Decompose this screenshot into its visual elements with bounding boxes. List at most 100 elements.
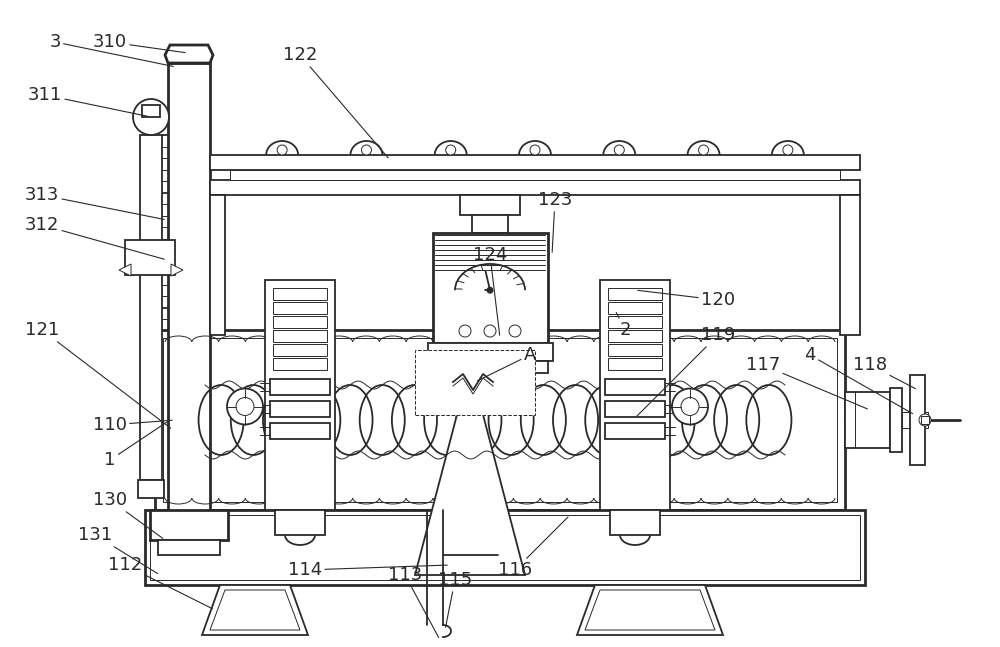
Bar (273, 302, 327, 314)
Bar (273, 288, 327, 300)
Circle shape (236, 397, 254, 415)
Circle shape (905, 410, 925, 430)
Bar (600, 280, 670, 510)
Bar (921, 416, 929, 424)
Circle shape (530, 145, 540, 155)
Text: 131: 131 (78, 526, 158, 573)
Text: 123: 123 (538, 191, 572, 252)
Text: 1: 1 (104, 422, 168, 469)
Bar (460, 195, 520, 215)
Bar (605, 423, 665, 439)
Circle shape (487, 287, 493, 293)
Text: 118: 118 (853, 356, 916, 389)
Bar (273, 330, 327, 342)
Circle shape (446, 145, 456, 155)
Text: 310: 310 (93, 33, 185, 52)
Bar (845, 392, 890, 448)
Text: 114: 114 (288, 561, 447, 579)
Polygon shape (119, 264, 131, 276)
Bar (265, 280, 335, 510)
Circle shape (919, 414, 931, 426)
Bar (605, 379, 665, 395)
Bar (230, 170, 840, 180)
Bar (210, 180, 860, 195)
Bar (910, 375, 925, 465)
Text: 3: 3 (49, 33, 173, 67)
Circle shape (509, 325, 521, 337)
Polygon shape (210, 590, 300, 630)
Bar (605, 401, 665, 417)
Text: 130: 130 (93, 491, 163, 538)
Text: 122: 122 (283, 46, 388, 158)
Bar (142, 105, 160, 117)
Circle shape (277, 145, 287, 155)
Bar (608, 316, 662, 328)
Circle shape (699, 145, 709, 155)
Text: 112: 112 (108, 556, 213, 609)
Circle shape (681, 397, 699, 415)
Text: 115: 115 (438, 571, 472, 628)
Bar (890, 388, 902, 452)
Bar (273, 358, 327, 370)
Circle shape (484, 325, 496, 337)
Bar (270, 379, 330, 395)
Circle shape (361, 145, 371, 155)
Circle shape (459, 325, 471, 337)
Polygon shape (577, 585, 723, 635)
Bar (270, 423, 330, 439)
Text: 119: 119 (637, 326, 735, 416)
Bar (155, 330, 845, 510)
Text: 110: 110 (93, 416, 172, 434)
Text: 120: 120 (638, 291, 735, 309)
Bar (275, 510, 325, 535)
Bar (433, 361, 548, 373)
Bar (150, 515, 860, 580)
Circle shape (227, 388, 263, 424)
Text: 124: 124 (473, 246, 507, 335)
Bar (273, 316, 327, 328)
Bar (140, 135, 162, 480)
Text: 121: 121 (25, 321, 171, 428)
Polygon shape (202, 585, 308, 635)
Text: A: A (477, 346, 536, 381)
Bar (210, 155, 860, 170)
Polygon shape (171, 264, 183, 276)
Bar (608, 302, 662, 314)
Polygon shape (585, 590, 715, 630)
Text: 312: 312 (25, 216, 164, 259)
Polygon shape (415, 365, 525, 575)
Bar (158, 540, 220, 555)
Bar (472, 215, 508, 233)
Bar (840, 195, 860, 335)
Bar (433, 233, 548, 343)
Text: 311: 311 (28, 86, 148, 116)
Bar (138, 480, 164, 498)
Bar (428, 343, 553, 361)
Bar (150, 510, 228, 540)
Bar (168, 63, 210, 540)
Bar (608, 288, 662, 300)
Bar (608, 344, 662, 356)
Text: 4: 4 (804, 346, 913, 413)
Circle shape (133, 99, 169, 135)
Bar (163, 338, 837, 502)
Bar (270, 401, 330, 417)
Text: 313: 313 (25, 186, 164, 219)
Bar (608, 358, 662, 370)
Bar (273, 344, 327, 356)
Bar (610, 510, 660, 535)
Text: 117: 117 (746, 356, 867, 409)
Text: 2: 2 (616, 313, 631, 339)
Text: 116: 116 (498, 517, 568, 579)
Text: 113: 113 (388, 566, 439, 637)
Bar (125, 240, 175, 275)
Circle shape (614, 145, 624, 155)
Circle shape (783, 145, 793, 155)
Bar (902, 412, 928, 428)
Circle shape (672, 388, 708, 424)
Bar (415, 350, 535, 415)
Polygon shape (165, 45, 213, 63)
Bar (210, 195, 225, 335)
Bar (145, 510, 865, 585)
Bar (608, 330, 662, 342)
